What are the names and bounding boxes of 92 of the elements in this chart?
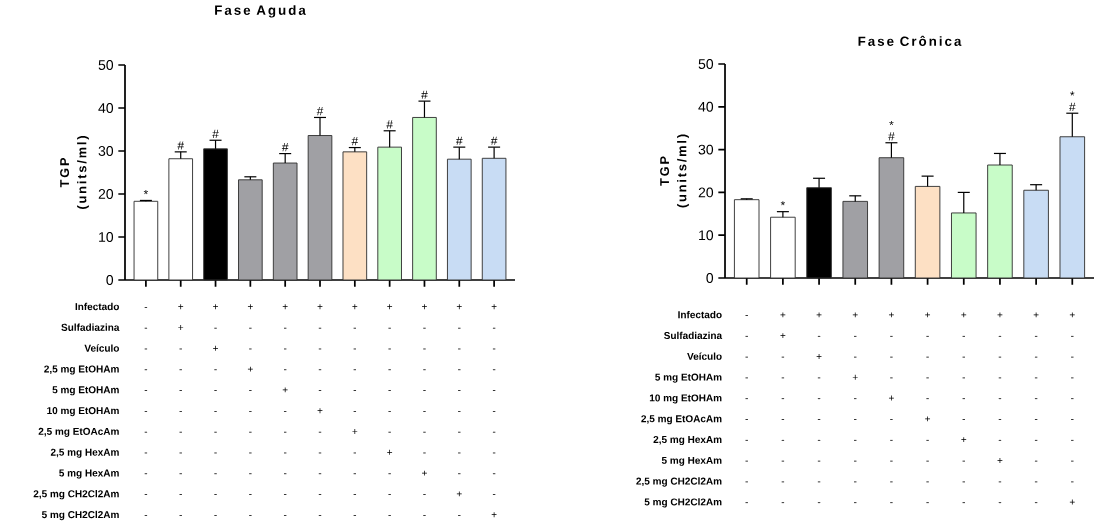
bar bbox=[987, 164, 1013, 279]
bar bbox=[878, 157, 905, 279]
y-axis-title: TGP (units/ml) bbox=[660, 134, 689, 208]
annotation: # bbox=[490, 136, 498, 145]
category-label: + - + - - - - - - - - bbox=[213, 304, 218, 516]
category-label: + - - - - - + - - - bbox=[961, 312, 967, 504]
text: 2,5 mg HexAm bbox=[653, 435, 722, 446]
bar bbox=[951, 212, 977, 279]
text: 2,5 mg EtOAcAm bbox=[641, 415, 722, 425]
bar bbox=[342, 151, 368, 281]
bar bbox=[842, 200, 869, 279]
y-tick-label: 10 bbox=[699, 230, 714, 241]
text: 5 mg EtOHAm bbox=[52, 386, 119, 396]
text: 5 mg CH2Cl2Am bbox=[644, 498, 722, 508]
bar bbox=[1023, 189, 1049, 279]
category-label: + - - - - - - - - - + bbox=[491, 304, 497, 518]
text: 2,5 mg CH2Cl2Am bbox=[33, 489, 119, 500]
bar bbox=[238, 179, 263, 281]
bar bbox=[168, 158, 194, 281]
category-label: + - - - - - - - + - - bbox=[422, 304, 427, 516]
annotation: * bbox=[1070, 91, 1075, 96]
text: 5 mg EtOHAm bbox=[655, 373, 722, 383]
annotation: # bbox=[212, 129, 219, 138]
annotation: # bbox=[386, 120, 393, 129]
text: 2,5 mg CH2Cl2Am bbox=[636, 477, 722, 487]
annotation: # bbox=[421, 90, 428, 99]
y-tick-label: 50 bbox=[98, 60, 114, 70]
category-label: + - - - + - - - - - - bbox=[282, 304, 288, 516]
annotation: * bbox=[143, 189, 149, 195]
bar bbox=[377, 146, 402, 281]
category-label: + - - + - - - - - - bbox=[852, 312, 858, 504]
category-label: + - - - - - - - - + bbox=[1069, 312, 1075, 505]
y-tick-label: 40 bbox=[698, 101, 714, 112]
text: Infectado bbox=[75, 302, 119, 311]
annotation: * bbox=[780, 201, 786, 206]
bar bbox=[133, 200, 159, 281]
annotation: # bbox=[281, 143, 289, 152]
annotation: # bbox=[456, 136, 463, 145]
category-label: - - - - - - - - - - bbox=[745, 315, 748, 504]
bar bbox=[307, 135, 333, 281]
bar bbox=[446, 158, 472, 281]
text: Veículo bbox=[687, 352, 722, 360]
category-label: + + - - - - - - - - - bbox=[178, 304, 184, 516]
text: 10 mg EtOHAm bbox=[649, 394, 722, 404]
y-tick-label: 0 bbox=[706, 273, 714, 283]
y-tick-label: 20 bbox=[98, 189, 114, 199]
chart-title: Fase Crônica bbox=[858, 35, 962, 46]
y-tick-label: 30 bbox=[698, 144, 714, 155]
category-label: + + - - - - - - - - bbox=[780, 312, 786, 504]
chart-title: Fase Aguda bbox=[215, 5, 306, 18]
category-label: + - - - - - - + - - bbox=[997, 312, 1003, 504]
y-tick-label: 40 bbox=[98, 103, 114, 113]
category-label: + - - - + - - - - - bbox=[888, 312, 894, 504]
text: 2,5 mg EtOAcAm bbox=[38, 427, 119, 437]
annotation: # bbox=[1069, 102, 1076, 111]
text: 5 mg CH2Cl2Am bbox=[41, 510, 119, 521]
bar bbox=[412, 116, 437, 281]
category-label: - - - - - - - - - - - bbox=[144, 306, 148, 516]
text: Veículo bbox=[84, 344, 119, 352]
bar bbox=[1059, 136, 1086, 279]
annotation: # bbox=[888, 132, 895, 141]
bar bbox=[914, 185, 941, 279]
category-label: + - - - - - + - - - - bbox=[352, 304, 358, 516]
category-label: + - - - - - - + - - - bbox=[387, 304, 393, 516]
category-label: + - - - - + - - - - - bbox=[317, 304, 323, 516]
category-label: + - - - - - - - - + - bbox=[456, 304, 462, 516]
text: 2,5 mg EtOHAm bbox=[44, 365, 119, 375]
text: 5 mg HexAm bbox=[59, 469, 119, 479]
text: Sulfadiazina bbox=[61, 323, 120, 331]
category-label: + - - - - + - - - - bbox=[925, 312, 931, 504]
text: 2,5 mg HexAm bbox=[50, 448, 119, 458]
text: 10 mg EtOHAm bbox=[47, 407, 119, 417]
text: 5 mg HexAm bbox=[661, 456, 722, 466]
category-label: + - + - - - - - - - bbox=[816, 312, 822, 504]
category-label: + - - + - - - - - - - bbox=[247, 304, 253, 516]
y-tick-label: 30 bbox=[98, 146, 114, 156]
category-label: + - - - - - - - - - bbox=[1033, 312, 1039, 504]
y-tick-label: 0 bbox=[106, 275, 114, 285]
y-tick-label: 20 bbox=[698, 187, 714, 198]
y-tick-label: 50 bbox=[698, 59, 714, 69]
bar bbox=[770, 216, 796, 279]
annotation: # bbox=[351, 137, 359, 146]
y-tick-label: 10 bbox=[99, 232, 114, 242]
bar bbox=[272, 162, 298, 281]
bar bbox=[733, 199, 760, 279]
annotation: * bbox=[889, 120, 894, 126]
bar bbox=[481, 157, 507, 281]
annotation: # bbox=[316, 106, 324, 116]
text: Sulfadiazina bbox=[664, 331, 723, 340]
text: Infectado bbox=[678, 310, 722, 319]
y-axis-title: TGP (units/ml) bbox=[60, 136, 89, 209]
annotation: # bbox=[177, 141, 184, 150]
